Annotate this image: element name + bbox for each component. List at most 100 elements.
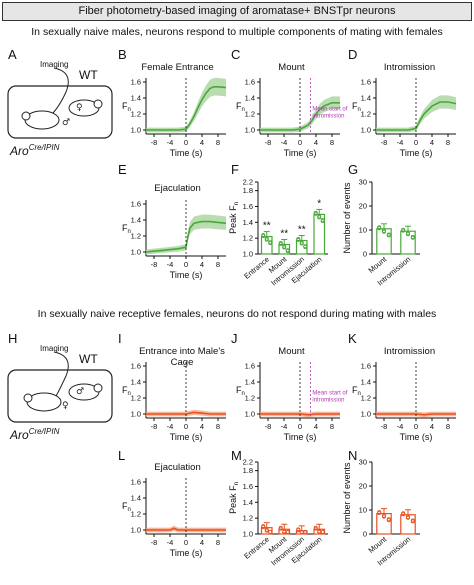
x-tick-label-I: 0: [184, 422, 188, 431]
y-tick-label-J: 1.6: [245, 362, 255, 371]
bar-F: [260, 235, 273, 255]
y-axis-label-I: Fn: [122, 385, 131, 397]
y-axis-label-G: Number of events: [342, 182, 352, 254]
significance-F: **: [263, 221, 271, 232]
x-tick-label-E: -8: [151, 260, 158, 269]
data-point-F: [261, 233, 266, 238]
y-tick-label-G: 20: [359, 202, 367, 211]
y-tick-label-N: 20: [359, 482, 367, 491]
panel-letter-e: E: [118, 162, 127, 177]
x-axis-label-J: Time (s): [284, 432, 317, 442]
y-tick-label-B: 1.0: [131, 126, 141, 135]
y-tick-label-J: 1.4: [245, 378, 255, 387]
x-axis-label-D: Time (s): [400, 148, 433, 158]
imaging-label-male: Imaging: [40, 60, 69, 69]
svg-text:♀: ♀: [76, 103, 83, 113]
x-tick-label-K: 0: [414, 422, 418, 431]
sem-band-E: [146, 214, 226, 255]
mean-intromission-note-C: Mean start of: [312, 106, 347, 112]
data-point-N: [386, 518, 391, 523]
significance-F: *: [317, 198, 321, 209]
sem-band-B: [146, 77, 226, 133]
data-point-N: [381, 514, 386, 519]
panel-b-title: Female Entrance: [141, 62, 214, 73]
genotype-label-male: AroCre/IPIN: [10, 143, 60, 158]
x-tick-label-J: 4: [314, 422, 318, 431]
y-axis-label-F: Peak Fn: [228, 202, 240, 234]
x-tick-label-E: 4: [200, 260, 204, 269]
y-tick-label-C: 1.6: [245, 78, 255, 87]
x-tick-label-D: 8: [446, 138, 450, 147]
y-tick-label-I: 1.6: [131, 362, 141, 371]
x-tick-label-L: -4: [167, 538, 174, 547]
y-tick-label-K: 1.4: [361, 378, 371, 387]
y-tick-label-M: 1.4: [243, 498, 253, 507]
mean-trace-B: [146, 86, 227, 131]
x-tick-label-D: 0: [414, 138, 418, 147]
panel-letter-g: G: [348, 162, 359, 177]
x-tick-label-B: 0: [184, 138, 188, 147]
y-tick-label-N: 10: [359, 506, 367, 515]
panel-letter-i: I: [118, 331, 122, 346]
data-point-G: [405, 232, 410, 237]
bar-F: [313, 213, 326, 255]
data-point-N: [410, 519, 415, 524]
panel-k-title: Intromission: [383, 346, 436, 357]
mean-trace-E: [145, 220, 227, 253]
bar-N: [376, 512, 392, 535]
data-point-F: [268, 241, 273, 246]
y-tick-label-E: 1.2: [131, 232, 141, 241]
y-tick-label-B: 1.6: [131, 78, 141, 87]
x-axis-label-E: Time (s): [170, 270, 203, 280]
mean-intromission-note-C: intromission: [312, 113, 344, 119]
panel-letter-d: D: [348, 47, 358, 62]
svg-text:♂: ♂: [76, 387, 84, 397]
panel-l-title: Ejaculation: [154, 462, 201, 473]
data-point-G: [381, 229, 386, 234]
panel-letter-l: L: [118, 448, 126, 463]
x-tick-label-K: 4: [430, 422, 434, 431]
y-tick-label-J: 1.0: [245, 410, 255, 419]
significance-F: **: [280, 228, 288, 239]
x-tick-label-B: -4: [167, 138, 174, 147]
x-tick-label-C: 4: [314, 138, 318, 147]
y-tick-label-I: 1.2: [131, 394, 141, 403]
data-point-F: [296, 237, 301, 242]
y-tick-label-F: 1.6: [243, 202, 253, 211]
y-tick-label-M: 2.2: [243, 458, 253, 467]
data-point-F: [313, 211, 318, 216]
trace-panel-E: 1.0 1.2 1.4 1.6 -8 -4 0 4 8 Fn Time (s): [122, 200, 227, 280]
panel-d-title: Intromission: [383, 62, 436, 73]
x-axis-label-I: Time (s): [170, 432, 203, 442]
x-tick-label-C: 8: [330, 138, 334, 147]
panel-letter-k: K: [348, 331, 357, 346]
y-tick-label-N: 30: [359, 458, 367, 467]
y-tick-label-M: 1.8: [243, 466, 253, 475]
data-point-G: [410, 235, 415, 240]
y-tick-label-G: 0: [363, 250, 367, 259]
y-tick-label-F: 1.8: [243, 186, 253, 195]
y-tick-label-C: 1.0: [245, 126, 255, 135]
x-tick-label-E: -4: [167, 260, 174, 269]
mean-intromission-note-J: intromission: [312, 397, 344, 403]
mice-illustration-female: ♀ ♂: [7, 351, 113, 423]
mice-illustration-male: ♂ ♀: [7, 67, 113, 139]
mean-trace-L: [146, 527, 226, 531]
panel-letter-a: A: [8, 47, 17, 62]
figure-header: Fiber photometry-based imaging of aromat…: [2, 2, 472, 21]
wt-label-female: WT: [79, 352, 98, 366]
y-tick-label-C: 1.2: [245, 110, 255, 119]
wt-label-male: WT: [79, 68, 98, 82]
y-tick-label-J: 1.2: [245, 394, 255, 403]
panel-e-title: Ejaculation: [154, 183, 201, 194]
data-point-F: [285, 249, 290, 254]
x-tick-label-L: 8: [216, 538, 220, 547]
y-tick-label-G: 10: [359, 226, 367, 235]
y-tick-label-D: 1.2: [361, 110, 371, 119]
x-tick-label-C: -4: [281, 138, 288, 147]
y-tick-label-M: 1.0: [243, 530, 253, 539]
y-tick-label-D: 1.0: [361, 126, 371, 135]
trace-panel-C: 1.0 1.2 1.4 1.6 -8 -4 0 4 8 Fn Time (s) Mean start …: [236, 78, 348, 159]
y-tick-label-M: 1.6: [243, 482, 253, 491]
